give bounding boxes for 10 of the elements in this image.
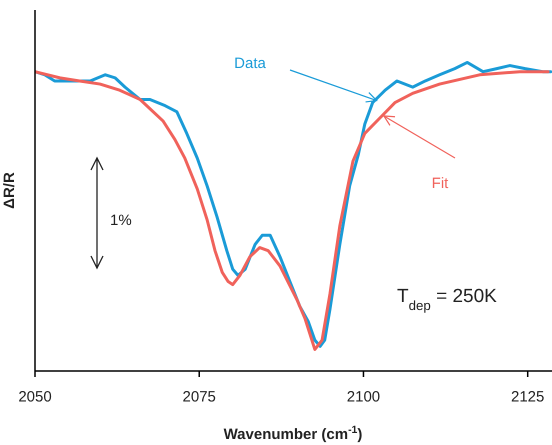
x-tick-label: 2125 [511,388,544,406]
y-axis-title: ΔR/R [1,172,18,209]
x-tick-label: 2100 [346,388,380,406]
x-tick-label: 2050 [18,388,52,406]
x-axis-title: Wavenumber (cm$^{-1}$) [224,424,362,443]
text: Data [234,55,266,72]
x-tick-label: 2075 [182,388,216,406]
text: Fit [432,175,450,192]
annotation: T$_{dep}$ = 250K [397,286,498,312]
annotation: 1% [110,212,132,229]
